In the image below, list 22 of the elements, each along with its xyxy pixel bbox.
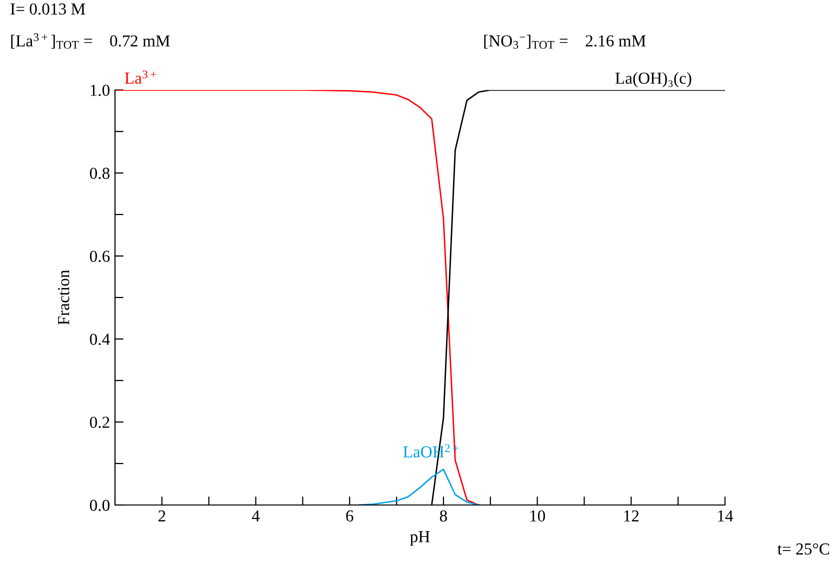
text: [NO$_{3}$$^{−}$]$_{TOT}$ = 2.16 mM: [484, 34, 646, 49]
y-tick-label: 0.2: [90, 416, 110, 428]
x-tick-label: 2: [158, 510, 166, 522]
y-axis-title: Fraction: [58, 270, 70, 325]
y-tick-label: 0.6: [90, 250, 110, 262]
x-tick-label: 6: [346, 510, 354, 522]
text: [La$^{3+}$]$_{TOT}$ = 0.72 mM: [11, 33, 170, 49]
text: I= 0.013 M: [10, 3, 86, 15]
series-label: La$^{3+}$: [124, 70, 156, 84]
x-axis-title: pH: [410, 531, 430, 546]
x-tick-label: 12: [624, 510, 639, 522]
y-tick-label: 0.0: [90, 500, 110, 512]
y-tick-label: 1.0: [90, 84, 110, 96]
x-tick-label: 14: [718, 510, 734, 522]
text: t= 25°C: [778, 543, 830, 555]
x-tick-label: 8: [440, 510, 447, 522]
series-label: La(OH)₃(c): [615, 72, 692, 88]
y-tick-label: 0.8: [90, 168, 110, 180]
line-series: [358, 468, 480, 505]
x-tick-label: 10: [530, 510, 546, 522]
y-tick-label: 0.4: [90, 334, 110, 346]
x-tick-label: 4: [252, 510, 260, 522]
